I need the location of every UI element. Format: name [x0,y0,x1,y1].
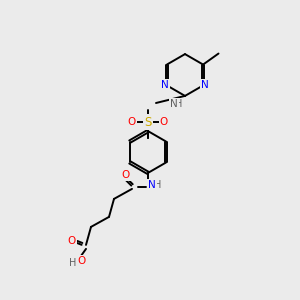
Text: N: N [170,99,178,109]
Text: O: O [160,117,168,127]
Text: H: H [175,99,183,109]
Text: N: N [161,80,169,90]
Text: O: O [122,170,130,180]
Text: O: O [77,256,85,266]
Text: H: H [69,258,77,268]
Text: O: O [68,236,76,246]
Text: N: N [201,80,209,90]
Text: H: H [154,180,162,190]
Text: S: S [144,116,152,128]
Text: N: N [148,180,156,190]
Text: O: O [128,117,136,127]
